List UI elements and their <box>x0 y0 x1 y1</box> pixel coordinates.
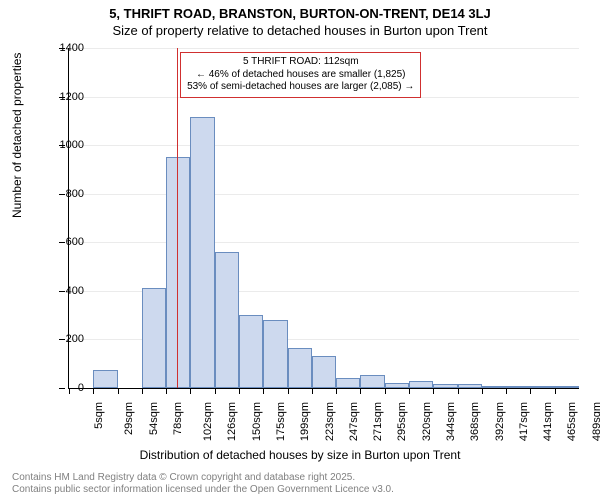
x-tick <box>506 388 507 394</box>
x-tick-label: 150sqm <box>251 402 263 441</box>
y-tick-label: 0 <box>44 382 84 394</box>
x-tick <box>288 388 289 394</box>
footer-line2: Contains public sector information licen… <box>12 484 394 496</box>
histogram-bar <box>360 375 384 388</box>
y-tick-label: 400 <box>44 285 84 297</box>
histogram-bar <box>288 348 312 388</box>
x-tick <box>482 388 483 394</box>
chart-title-address: 5, THRIFT ROAD, BRANSTON, BURTON-ON-TREN… <box>0 6 600 21</box>
x-tick <box>215 388 216 394</box>
footer-attribution: Contains HM Land Registry data © Crown c… <box>12 472 394 496</box>
x-tick <box>93 388 94 394</box>
x-tick <box>263 388 264 394</box>
histogram-bar <box>166 157 190 388</box>
x-tick <box>312 388 313 394</box>
x-tick-label: 465sqm <box>567 402 579 441</box>
x-tick-label: 441sqm <box>542 402 554 441</box>
histogram-bar <box>142 288 166 388</box>
x-tick-label: 78sqm <box>172 402 184 435</box>
property-marker-line <box>177 48 178 388</box>
histogram-bar <box>336 378 360 388</box>
x-tick <box>166 388 167 394</box>
x-tick-label: 126sqm <box>227 402 239 441</box>
histogram-bar <box>433 384 457 388</box>
x-tick-label: 223sqm <box>324 402 336 441</box>
y-tick-label: 1000 <box>44 139 84 151</box>
gridline <box>69 145 579 146</box>
y-tick-label: 200 <box>44 333 84 345</box>
x-tick-label: 489sqm <box>591 402 600 441</box>
x-tick-label: 29sqm <box>123 402 135 435</box>
histogram-bar <box>190 117 214 388</box>
x-tick <box>385 388 386 394</box>
plot-area <box>68 48 579 389</box>
histogram-bar <box>93 370 117 388</box>
x-tick-label: 417sqm <box>518 402 530 441</box>
histogram-bar <box>385 383 409 388</box>
histogram-bar <box>409 381 433 388</box>
x-tick-label: 320sqm <box>421 402 433 441</box>
x-tick-label: 175sqm <box>275 402 287 441</box>
histogram-bar <box>555 386 579 388</box>
y-tick-label: 600 <box>44 236 84 248</box>
histogram-bar <box>530 386 554 388</box>
histogram-bar <box>263 320 287 388</box>
x-tick <box>142 388 143 394</box>
x-tick-label: 344sqm <box>445 402 457 441</box>
x-tick-label: 5sqm <box>93 402 105 429</box>
chart-area: 5 THRIFT ROAD: 112sqm ← 46% of detached … <box>68 48 578 388</box>
x-tick <box>530 388 531 394</box>
y-axis-label: Number of detached properties <box>10 53 24 218</box>
x-tick <box>360 388 361 394</box>
x-tick-label: 199sqm <box>299 402 311 441</box>
x-tick-label: 271sqm <box>372 402 384 441</box>
annotation-line1: 5 THRIFT ROAD: 112sqm <box>187 56 414 69</box>
x-tick-label: 392sqm <box>494 402 506 441</box>
gridline <box>69 48 579 49</box>
histogram-bar <box>312 356 336 388</box>
x-tick <box>555 388 556 394</box>
x-tick-label: 368sqm <box>469 402 481 441</box>
x-tick-label: 102sqm <box>202 402 214 441</box>
x-tick <box>190 388 191 394</box>
histogram-bar <box>458 384 482 388</box>
histogram-bar <box>215 252 239 388</box>
histogram-bar <box>506 386 530 388</box>
x-tick <box>239 388 240 394</box>
x-tick <box>458 388 459 394</box>
x-axis-label: Distribution of detached houses by size … <box>0 448 600 462</box>
x-tick <box>118 388 119 394</box>
annotation-line3: 53% of semi-detached houses are larger (… <box>187 81 414 94</box>
x-tick <box>336 388 337 394</box>
property-annotation-box: 5 THRIFT ROAD: 112sqm ← 46% of detached … <box>180 52 421 98</box>
y-tick-label: 1400 <box>44 42 84 54</box>
x-tick-label: 54sqm <box>148 402 160 435</box>
histogram-bar <box>482 386 506 388</box>
y-tick-label: 1200 <box>44 91 84 103</box>
x-tick <box>409 388 410 394</box>
chart-subtitle: Size of property relative to detached ho… <box>0 23 600 38</box>
footer-line1: Contains HM Land Registry data © Crown c… <box>12 472 394 484</box>
x-tick <box>433 388 434 394</box>
y-tick-label: 800 <box>44 188 84 200</box>
x-tick-label: 247sqm <box>348 402 360 441</box>
x-tick-label: 295sqm <box>397 402 409 441</box>
gridline <box>69 194 579 195</box>
chart-container: 5, THRIFT ROAD, BRANSTON, BURTON-ON-TREN… <box>0 0 600 500</box>
gridline <box>69 242 579 243</box>
histogram-bar <box>239 315 263 388</box>
annotation-line2: ← 46% of detached houses are smaller (1,… <box>187 69 414 82</box>
